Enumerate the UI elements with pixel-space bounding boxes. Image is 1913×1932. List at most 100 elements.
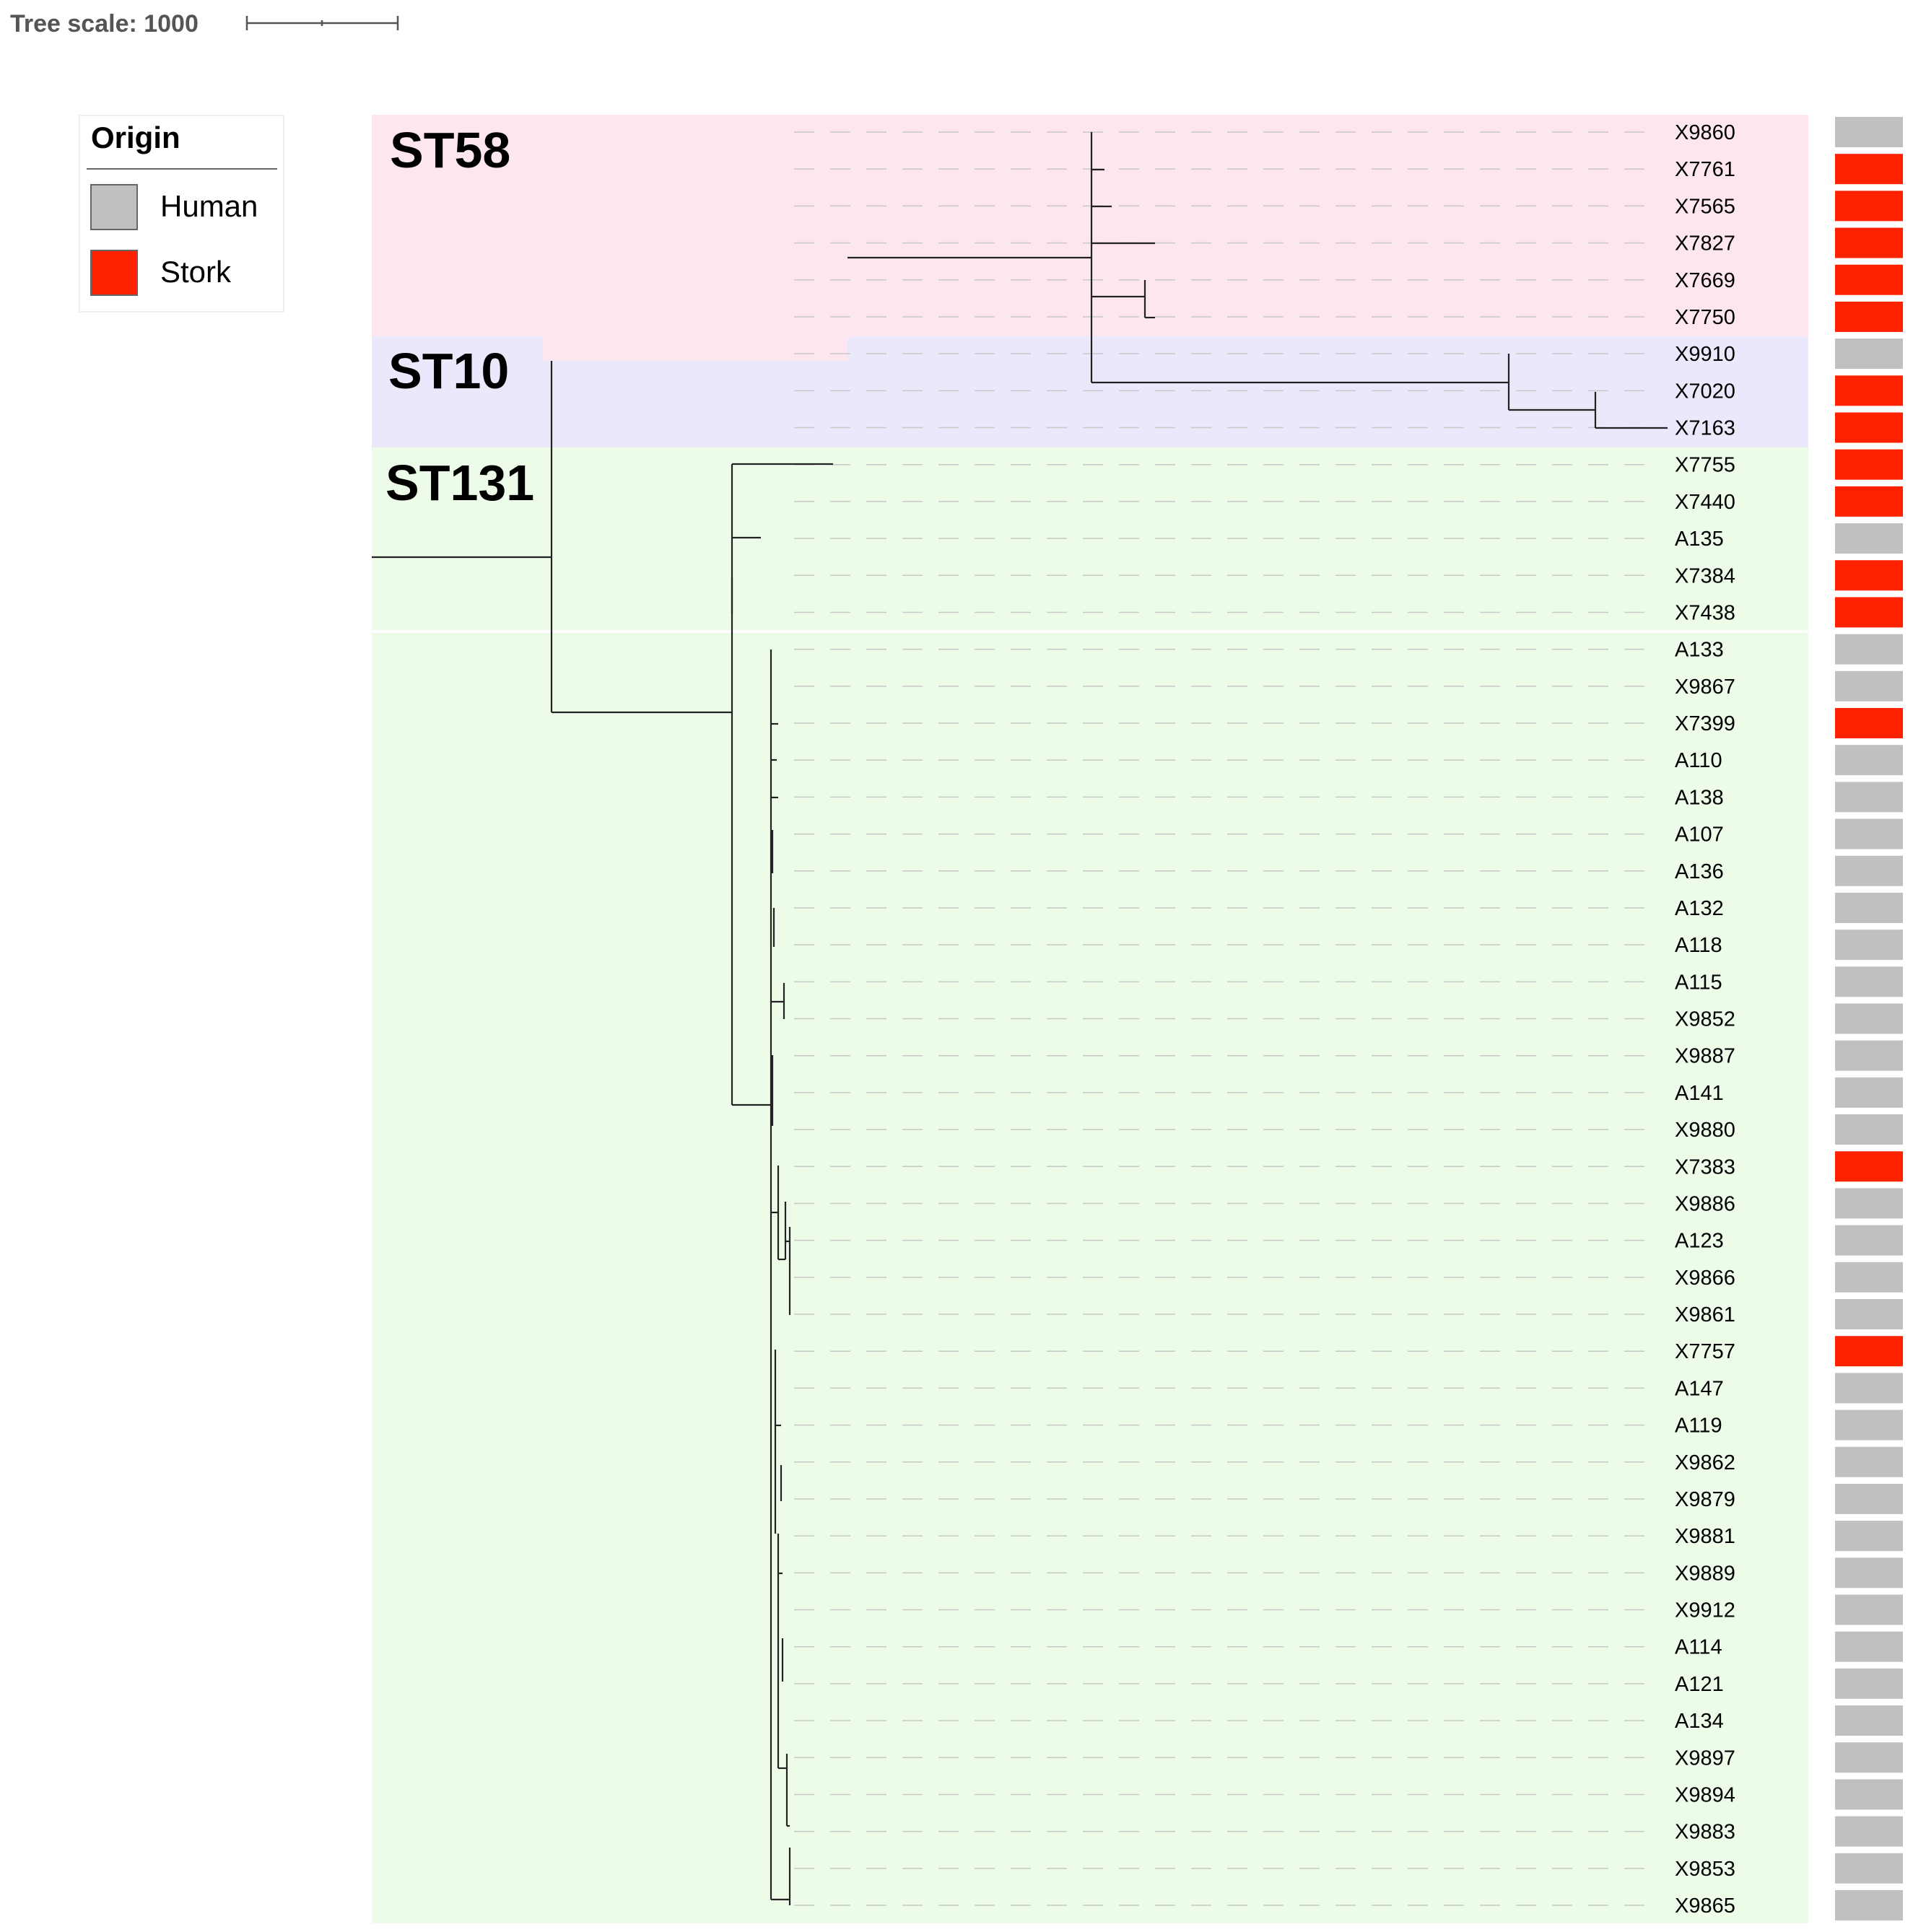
clade-band-st10 <box>372 336 1808 447</box>
tip-label-x9879: X9879 <box>1675 1488 1735 1511</box>
legend-label-human: Human <box>160 189 258 223</box>
tip-label-x7384: X7384 <box>1675 564 1735 587</box>
origin-bar-x9866 <box>1835 1262 1903 1293</box>
origin-bar-x9886 <box>1835 1188 1903 1219</box>
legend: Origin Human Stork <box>79 115 284 312</box>
origin-bar-x9865 <box>1835 1890 1903 1920</box>
tip-label-x7020: X7020 <box>1675 380 1735 403</box>
origin-bar-x7438 <box>1835 597 1903 628</box>
origin-bar-x9910 <box>1835 338 1903 370</box>
origin-bar-x7669 <box>1835 264 1903 295</box>
tip-label-a133: A133 <box>1675 639 1724 662</box>
origin-bar-x7565 <box>1835 191 1903 222</box>
origin-bar-x9860 <box>1835 117 1903 147</box>
legend-swatch-human <box>90 184 138 230</box>
origin-bar-x7399 <box>1835 708 1903 738</box>
tip-label-x9883: X9883 <box>1675 1821 1735 1844</box>
tip-label-x9853: X9853 <box>1675 1858 1735 1881</box>
tip-label-x7565: X7565 <box>1675 195 1735 218</box>
origin-bar-x7757 <box>1835 1336 1903 1367</box>
origin-bar-a107 <box>1835 818 1903 849</box>
tip-label-x9862: X9862 <box>1675 1451 1735 1474</box>
origin-bar-x9894 <box>1835 1779 1903 1810</box>
tip-label-x9912: X9912 <box>1675 1599 1735 1622</box>
origin-bar-x7384 <box>1835 560 1903 591</box>
tip-label-x9897: X9897 <box>1675 1747 1735 1770</box>
origin-bar-x9883 <box>1835 1816 1903 1847</box>
tip-label-x9894: X9894 <box>1675 1783 1735 1806</box>
legend-label-stork: Stork <box>160 255 232 289</box>
tip-label-x9860: X9860 <box>1675 121 1735 144</box>
tip-label-x7755: X7755 <box>1675 454 1735 477</box>
tip-label-x9880: X9880 <box>1675 1119 1735 1142</box>
tip-label-x7440: X7440 <box>1675 491 1735 514</box>
origin-bar-a136 <box>1835 855 1903 886</box>
tip-guide-lines <box>794 131 1660 1906</box>
legend-swatch-stork <box>90 250 138 296</box>
origin-bar-x7755 <box>1835 449 1903 480</box>
tip-label-a123: A123 <box>1675 1230 1724 1253</box>
origin-bar-a110 <box>1835 745 1903 776</box>
origin-bar-a132 <box>1835 892 1903 923</box>
tree-branches <box>372 132 1668 1905</box>
tip-labels: X9860 X7761 X7565 X7827 X7669 X7750 X9910 X7020… <box>1675 121 1735 1918</box>
clade-backgrounds <box>372 115 1808 1923</box>
origin-bar-a135 <box>1835 523 1903 554</box>
origin-bar-x9889 <box>1835 1557 1903 1588</box>
tip-label-x7757: X7757 <box>1675 1340 1735 1363</box>
origin-bar-a138 <box>1835 782 1903 813</box>
tip-label-x9867: X9867 <box>1675 676 1735 699</box>
origin-bar-x9897 <box>1835 1742 1903 1773</box>
origin-bar-x9853 <box>1835 1853 1903 1884</box>
origin-bar-x9867 <box>1835 670 1903 701</box>
tip-label-x7383: X7383 <box>1675 1155 1735 1179</box>
tip-label-a138: A138 <box>1675 786 1724 809</box>
tip-label-x9852: X9852 <box>1675 1008 1735 1031</box>
origin-bar-x9880 <box>1835 1114 1903 1145</box>
tip-label-x7750: X7750 <box>1675 306 1735 329</box>
tip-label-a118: A118 <box>1675 934 1722 957</box>
clade-band-st58 <box>372 115 1808 361</box>
tree-scale: Tree scale: 1000 <box>10 10 399 38</box>
origin-bar-x9861 <box>1835 1299 1903 1329</box>
tip-label-a141: A141 <box>1675 1082 1724 1105</box>
origin-bar-x7020 <box>1835 375 1903 406</box>
origin-bar-x9879 <box>1835 1483 1903 1514</box>
tip-label-a107: A107 <box>1675 823 1724 847</box>
tip-label-x9886: X9886 <box>1675 1192 1735 1215</box>
tip-label-a114: A114 <box>1675 1636 1722 1659</box>
tip-label-x7827: X7827 <box>1675 232 1735 255</box>
origin-bar-x7163 <box>1835 412 1903 443</box>
clade-label-st10: ST10 <box>388 343 509 399</box>
origin-bar-x7440 <box>1835 486 1903 517</box>
tip-label-a135: A135 <box>1675 528 1724 551</box>
origin-bar-x9887 <box>1835 1040 1903 1071</box>
origin-bar-x7761 <box>1835 154 1903 185</box>
tip-label-x9881: X9881 <box>1675 1525 1735 1548</box>
tip-label-x9866: X9866 <box>1675 1267 1735 1290</box>
origin-bar-x9912 <box>1835 1594 1903 1625</box>
origin-bar-x7383 <box>1835 1151 1903 1182</box>
tip-label-x9861: X9861 <box>1675 1303 1735 1326</box>
origin-bar-a121 <box>1835 1668 1903 1699</box>
origin-bar-x9862 <box>1835 1446 1903 1477</box>
origin-bar-a134 <box>1835 1705 1903 1736</box>
origin-strip <box>1835 117 1903 1920</box>
tip-label-x9910: X9910 <box>1675 343 1735 366</box>
tip-label-x9889: X9889 <box>1675 1562 1735 1585</box>
tip-label-x7761: X7761 <box>1675 158 1735 181</box>
origin-bar-a123 <box>1835 1225 1903 1256</box>
tip-label-x7163: X7163 <box>1675 417 1735 440</box>
origin-bar-a119 <box>1835 1409 1903 1441</box>
tip-label-x7438: X7438 <box>1675 601 1735 624</box>
tip-label-a119: A119 <box>1675 1415 1722 1438</box>
tip-label-x7399: X7399 <box>1675 712 1735 735</box>
clade-label-st58: ST58 <box>390 122 510 178</box>
clade-label-st131: ST131 <box>385 455 534 511</box>
tip-label-x9865: X9865 <box>1675 1894 1735 1918</box>
origin-bar-a133 <box>1835 634 1903 665</box>
clade-labels: ST58 ST10 ST131 <box>385 122 534 511</box>
tree-scale-label: Tree scale: 1000 <box>10 10 199 38</box>
origin-bar-a115 <box>1835 966 1903 997</box>
